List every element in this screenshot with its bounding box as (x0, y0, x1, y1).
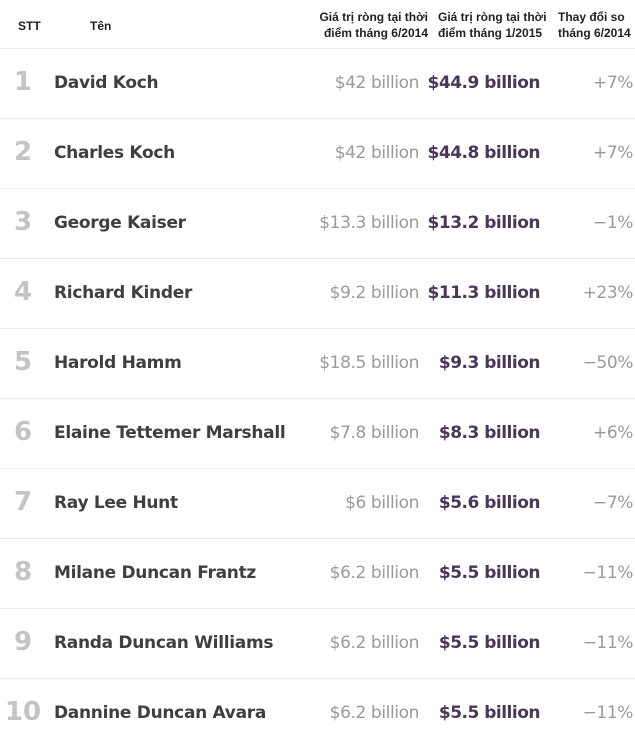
rank-number: 5 (13, 347, 33, 377)
networth-jun-2014: $42 billion (334, 143, 420, 163)
person-name: Randa Duncan Williams (54, 633, 274, 653)
header-networth-jan-2015-line1: Giá trị ròng tại thời (438, 10, 547, 24)
rank-number: 2 (13, 137, 33, 167)
rank-number: 10 (4, 697, 42, 727)
table-body: 1 David Koch $42 billion $44.9 billion +… (0, 48, 635, 748)
table-row: 9 Randa Duncan Williams $6.2 billion $5.… (0, 608, 635, 678)
rank-number: 6 (13, 417, 33, 447)
person-name: Elaine Tettemer Marshall (54, 423, 286, 443)
person-name: David Koch (54, 73, 159, 93)
networth-jun-2014: $18.5 billion (319, 353, 419, 373)
rank-number: 1 (13, 67, 33, 97)
networth-jan-2015: $44.9 billion (427, 73, 541, 93)
header-networth-jun-2014-line1: Giá trị ròng tại thời (319, 10, 428, 24)
person-name: Harold Hamm (54, 353, 182, 373)
header-change-line2: tháng 6/2014 (558, 26, 631, 40)
networth-jan-2015: $13.2 billion (427, 213, 541, 233)
networth-jun-2014: $13.3 billion (319, 213, 419, 233)
header-name: Tên (90, 19, 112, 33)
networth-jun-2014: $7.8 billion (329, 423, 420, 443)
change-percent: −11% (582, 633, 634, 653)
networth-jun-2014: $6.2 billion (329, 633, 420, 653)
networth-jan-2015: $8.3 billion (438, 423, 541, 443)
networth-jun-2014: $6 billion (345, 493, 419, 513)
change-percent: −1% (592, 213, 633, 233)
person-name: Ray Lee Hunt (54, 493, 178, 513)
table-row: 1 David Koch $42 billion $44.9 billion +… (0, 48, 635, 118)
change-percent: −11% (582, 563, 634, 583)
table-header: STT Tên Giá trị ròng tại thời điểm tháng… (0, 0, 635, 48)
networth-jan-2015: $11.3 billion (427, 283, 541, 303)
networth-jun-2014: $42 billion (334, 73, 420, 93)
header-change-line1: Thay đổi so (558, 10, 625, 24)
table-row: 6 Elaine Tettemer Marshall $7.8 billion … (0, 398, 635, 468)
networth-jan-2015: $5.5 billion (438, 633, 541, 653)
person-name: George Kaiser (54, 213, 186, 233)
table-row: 8 Milane Duncan Frantz $6.2 billion $5.5… (0, 538, 635, 608)
change-percent: +23% (582, 283, 634, 303)
header-networth-jan-2015: Giá trị ròng tại thời điểm tháng 1/2015 (438, 9, 550, 41)
header-rank: STT (18, 19, 41, 33)
change-percent: −7% (592, 493, 633, 513)
table-row: 4 Richard Kinder $9.2 billion $11.3 bill… (0, 258, 635, 328)
rank-number: 3 (13, 207, 33, 237)
networth-jan-2015: $9.3 billion (438, 353, 541, 373)
header-networth-jan-2015-line2: điểm tháng 1/2015 (438, 26, 543, 40)
change-percent: +7% (592, 73, 633, 93)
table-row: 10 Dannine Duncan Avara $6.2 billion $5.… (0, 678, 635, 748)
rank-number: 9 (13, 627, 33, 657)
person-name: Richard Kinder (54, 283, 193, 303)
person-name: Charles Koch (54, 143, 175, 163)
networth-jan-2015: $5.5 billion (438, 703, 541, 723)
networth-jan-2015: $5.6 billion (438, 493, 541, 513)
rank-number: 7 (13, 487, 33, 517)
table-row: 3 George Kaiser $13.3 billion $13.2 bill… (0, 188, 635, 258)
networth-jan-2015: $5.5 billion (438, 563, 541, 583)
networth-jun-2014: $6.2 billion (329, 563, 420, 583)
networth-jun-2014: $9.2 billion (329, 283, 420, 303)
change-percent: −11% (582, 703, 634, 723)
table-row: 2 Charles Koch $42 billion $44.8 billion… (0, 118, 635, 188)
person-name: Dannine Duncan Avara (54, 703, 267, 723)
person-name: Milane Duncan Frantz (54, 563, 256, 583)
change-percent: +6% (592, 423, 633, 443)
rank-number: 4 (13, 277, 33, 307)
rank-number: 8 (13, 557, 33, 587)
networth-jun-2014: $6.2 billion (329, 703, 420, 723)
networth-jan-2015: $44.8 billion (427, 143, 541, 163)
header-networth-jun-2014: Giá trị ròng tại thời điểm tháng 6/2014 (318, 9, 428, 41)
table-row: 7 Ray Lee Hunt $6 billion $5.6 billion −… (0, 468, 635, 538)
table-row: 5 Harold Hamm $18.5 billion $9.3 billion… (0, 328, 635, 398)
header-networth-jun-2014-line2: điểm tháng 6/2014 (323, 26, 428, 40)
change-percent: −50% (582, 353, 634, 373)
change-percent: +7% (592, 143, 633, 163)
header-change: Thay đổi so tháng 6/2014 (558, 9, 635, 41)
